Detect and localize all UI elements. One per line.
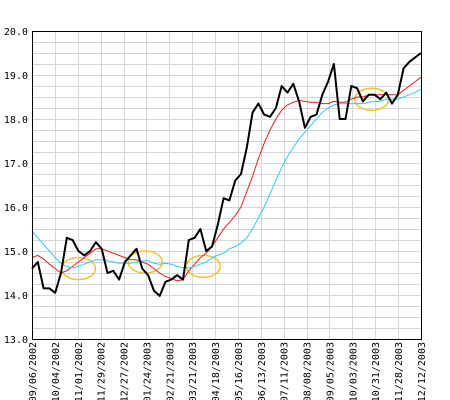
y-tick-label: 20.0 [4, 27, 28, 38]
x-tick-label: 09/05/2003 [325, 342, 336, 400]
moving-average-long-line [31, 88, 422, 269]
x-tick-label: 12/27/2002 [120, 342, 131, 400]
series-layer [31, 52, 422, 297]
grid [32, 31, 422, 340]
y-tick-label: 17.0 [4, 159, 28, 170]
x-tick-label: 10/04/2002 [51, 342, 62, 400]
y-tick-label: 19.0 [4, 71, 28, 82]
x-tick-label: 01/24/2003 [142, 342, 153, 400]
plot-frame [32, 31, 422, 340]
x-tick-label: 06/13/2003 [257, 342, 268, 400]
highlight-ellipse [353, 87, 390, 111]
x-axis-ticks: 09/06/2002 10/04/2002 11/01/2002 11/29/2002… [28, 342, 428, 400]
x-tick-label: 04/18/2003 [211, 342, 222, 400]
y-axis-ticks: 20.0 19.0 18.0 17.0 16.0 15.0 14.0 13.0 [4, 27, 28, 346]
y-tick-label: 16.0 [4, 203, 28, 214]
x-tick-label: 05/16/2003 [234, 342, 245, 400]
x-tick-label: 12/12/2003 [417, 342, 428, 400]
x-tick-label: 02/21/2003 [165, 342, 176, 400]
moving-average-short-line [31, 76, 422, 282]
y-tick-label: 18.0 [4, 115, 28, 126]
x-tick-label: 10/31/2003 [371, 342, 382, 400]
x-tick-label: 09/06/2002 [28, 342, 39, 400]
x-tick-label: 10/03/2003 [348, 342, 359, 400]
x-tick-label: 11/29/2002 [97, 342, 108, 400]
x-tick-label: 11/01/2002 [74, 342, 85, 400]
price-line [31, 52, 422, 297]
x-tick-label: 07/11/2003 [280, 342, 291, 400]
y-tick-label: 15.0 [4, 247, 28, 258]
x-tick-label: 11/28/2003 [394, 342, 405, 400]
x-tick-label: 08/08/2003 [303, 342, 314, 400]
y-tick-label: 14.0 [4, 291, 28, 302]
x-tick-label: 03/21/2003 [188, 342, 199, 400]
y-tick-label: 13.0 [4, 335, 28, 346]
